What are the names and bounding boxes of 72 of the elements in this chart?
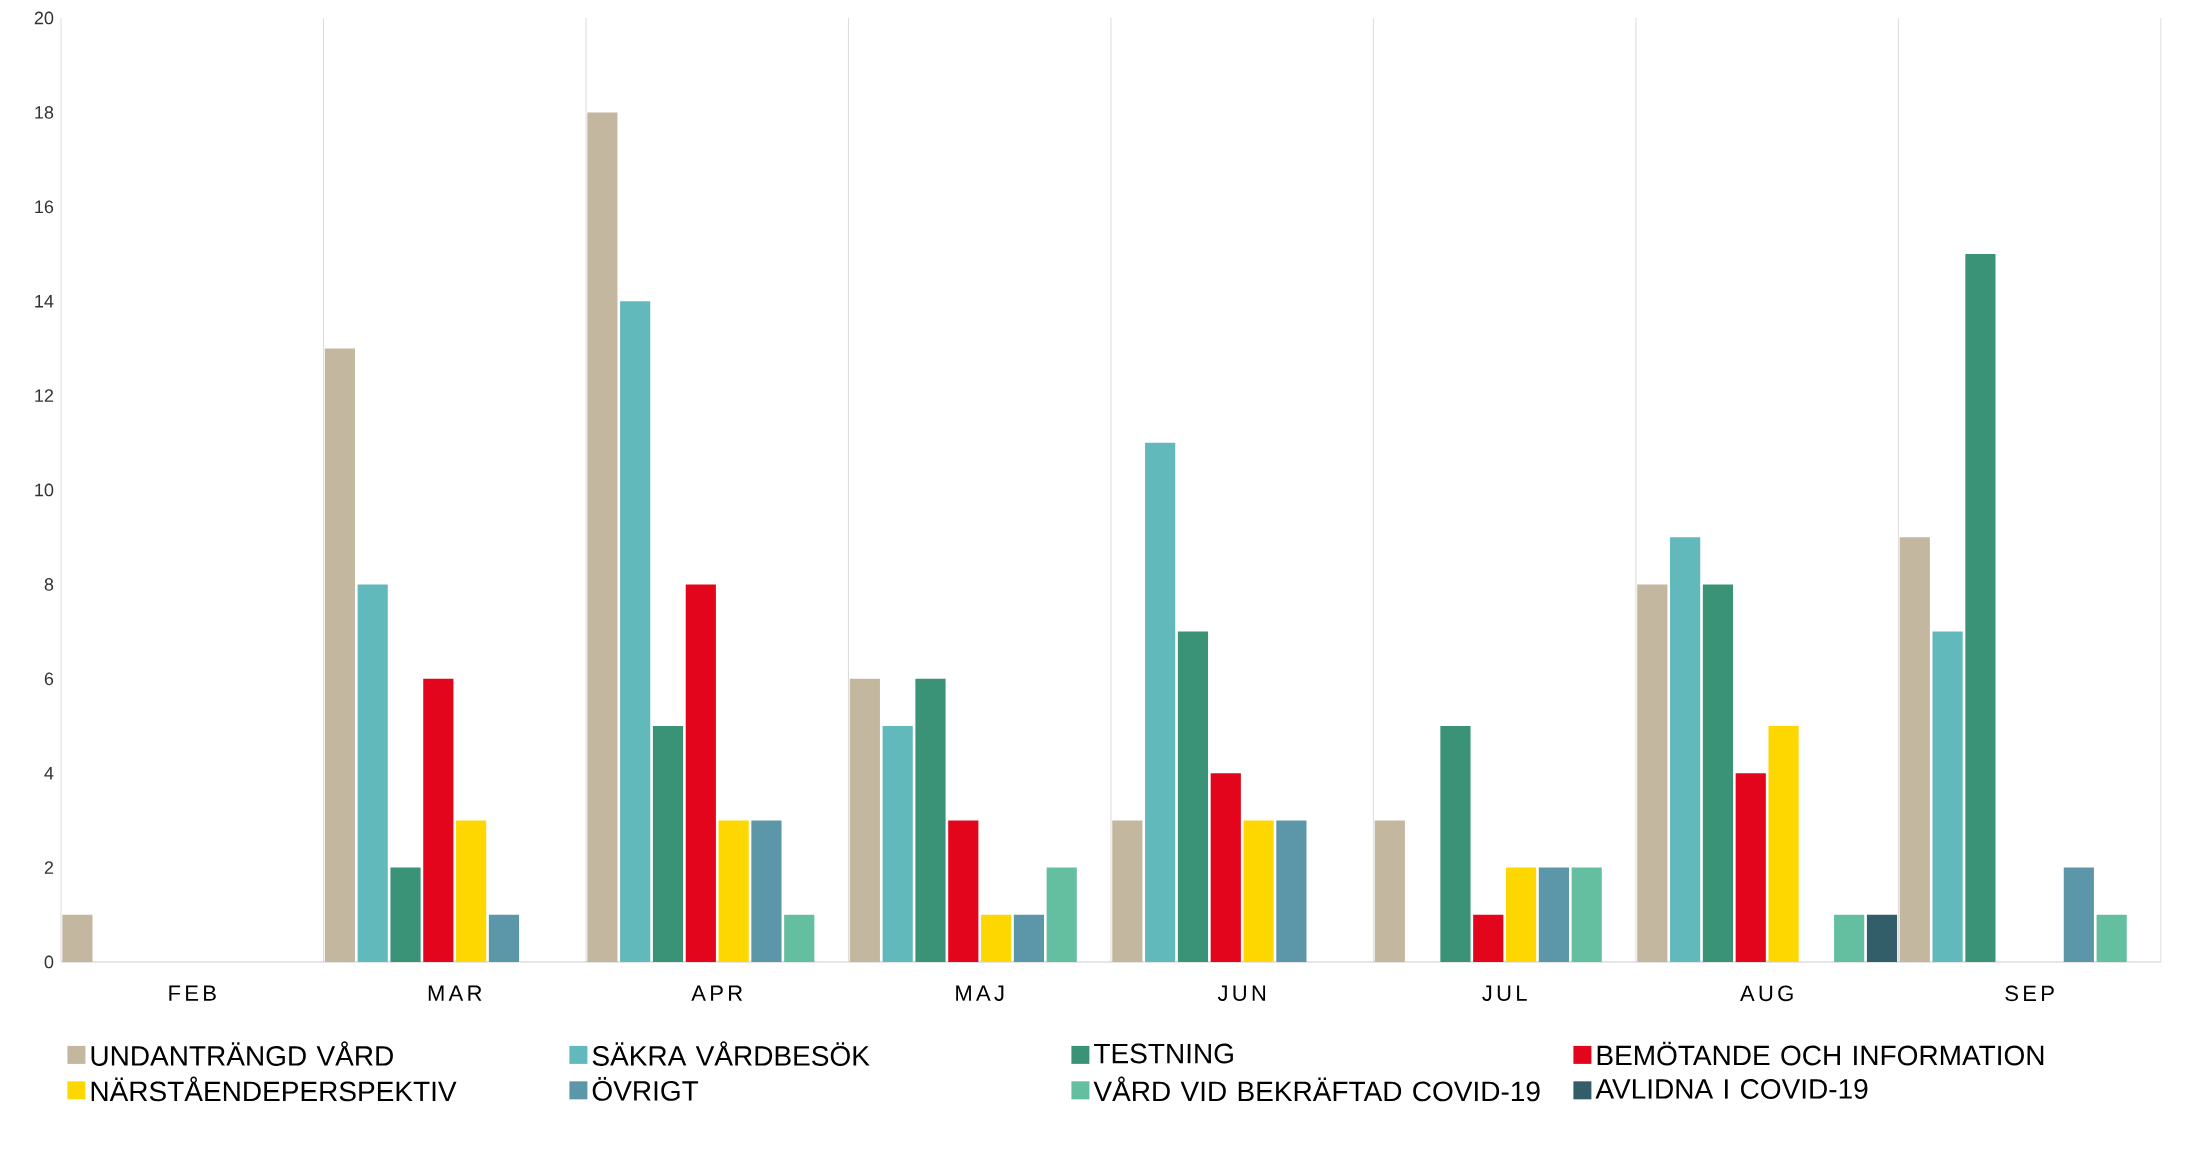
bar	[1013, 914, 1045, 962]
legend-label: TESTNING	[1094, 1043, 1233, 1064]
bar	[62, 914, 93, 962]
x-tick-label: AUG	[1740, 985, 1793, 1002]
legend-label: NÄRSTÅENDEPERSPEKTIV	[91, 1076, 457, 1102]
bar	[1505, 867, 1537, 962]
y-tick-label: 20	[34, 11, 54, 25]
y-tick-label: 18	[35, 106, 54, 119]
x-tick-label: FEB	[169, 985, 216, 1001]
y-tick-label: 12	[35, 389, 54, 402]
x-tick-label: APR	[691, 985, 743, 1001]
bar	[1473, 914, 1504, 962]
bar	[390, 867, 421, 962]
bar	[620, 301, 651, 962]
bar	[1112, 820, 1143, 962]
bar	[1637, 584, 1668, 962]
bar	[2063, 867, 2094, 962]
bar	[1735, 773, 1766, 962]
legend-label: UNDANTRÄNGD VÅRD	[91, 1041, 393, 1066]
bar	[1046, 867, 1077, 962]
bar	[488, 914, 520, 962]
legend-label: VÅRD VID BEKRÄFTAD COVID-19	[1093, 1076, 1540, 1102]
bar	[849, 678, 880, 962]
bar	[423, 678, 454, 962]
y-tick-label: 14	[35, 294, 54, 308]
legend-label: ÖVRIGT	[592, 1077, 699, 1101]
bar	[1210, 773, 1241, 962]
bar	[1145, 442, 1176, 962]
bar	[1866, 914, 1898, 962]
y-tick-label: 0	[44, 955, 54, 969]
x-tick-label: MAJ	[956, 985, 1004, 1001]
bar	[1177, 631, 1209, 962]
bar	[915, 678, 946, 962]
bar	[1440, 725, 1471, 962]
bar	[1768, 725, 1799, 962]
x-tick-label: JUN	[1217, 985, 1266, 1001]
bar	[324, 348, 355, 962]
y-tick-label: 16	[35, 200, 54, 214]
bar	[456, 820, 487, 962]
bar	[357, 584, 388, 962]
bar	[1670, 537, 1701, 962]
bar	[1538, 867, 1569, 962]
y-tick-label: 8	[44, 578, 54, 591]
bar	[1899, 537, 1930, 962]
legend-label: AVLIDNA I COVID-19	[1595, 1079, 1868, 1099]
bar	[1932, 631, 1963, 962]
bar	[1571, 867, 1602, 962]
bar	[1276, 820, 1307, 962]
y-tick-label: 10	[35, 483, 54, 497]
bar	[751, 820, 782, 962]
legend-label: BEMÖTANDE OCH INFORMATION	[1597, 1041, 2044, 1066]
bar	[1965, 253, 1996, 962]
bar	[1374, 820, 1405, 962]
legend-label: SÄKRA VÅRDBESÖK	[592, 1041, 870, 1066]
x-tick-label: SEP	[2005, 985, 2054, 1002]
y-tick-label: 4	[44, 766, 54, 780]
bar	[587, 112, 618, 962]
x-tick-label: MAR	[428, 985, 482, 1001]
x-tick-label: JUL	[1482, 985, 1527, 1001]
bar	[718, 820, 749, 962]
bar	[1243, 820, 1274, 962]
bar	[981, 914, 1012, 962]
bar	[1834, 914, 1865, 962]
bar	[652, 725, 684, 962]
bar	[882, 725, 913, 962]
bar	[685, 584, 716, 962]
bar	[784, 914, 815, 962]
bar	[1702, 584, 1734, 962]
bar	[948, 820, 979, 962]
y-tick-label: 6	[44, 672, 54, 686]
y-tick-label: 2	[44, 861, 54, 874]
bar	[2096, 914, 2127, 962]
